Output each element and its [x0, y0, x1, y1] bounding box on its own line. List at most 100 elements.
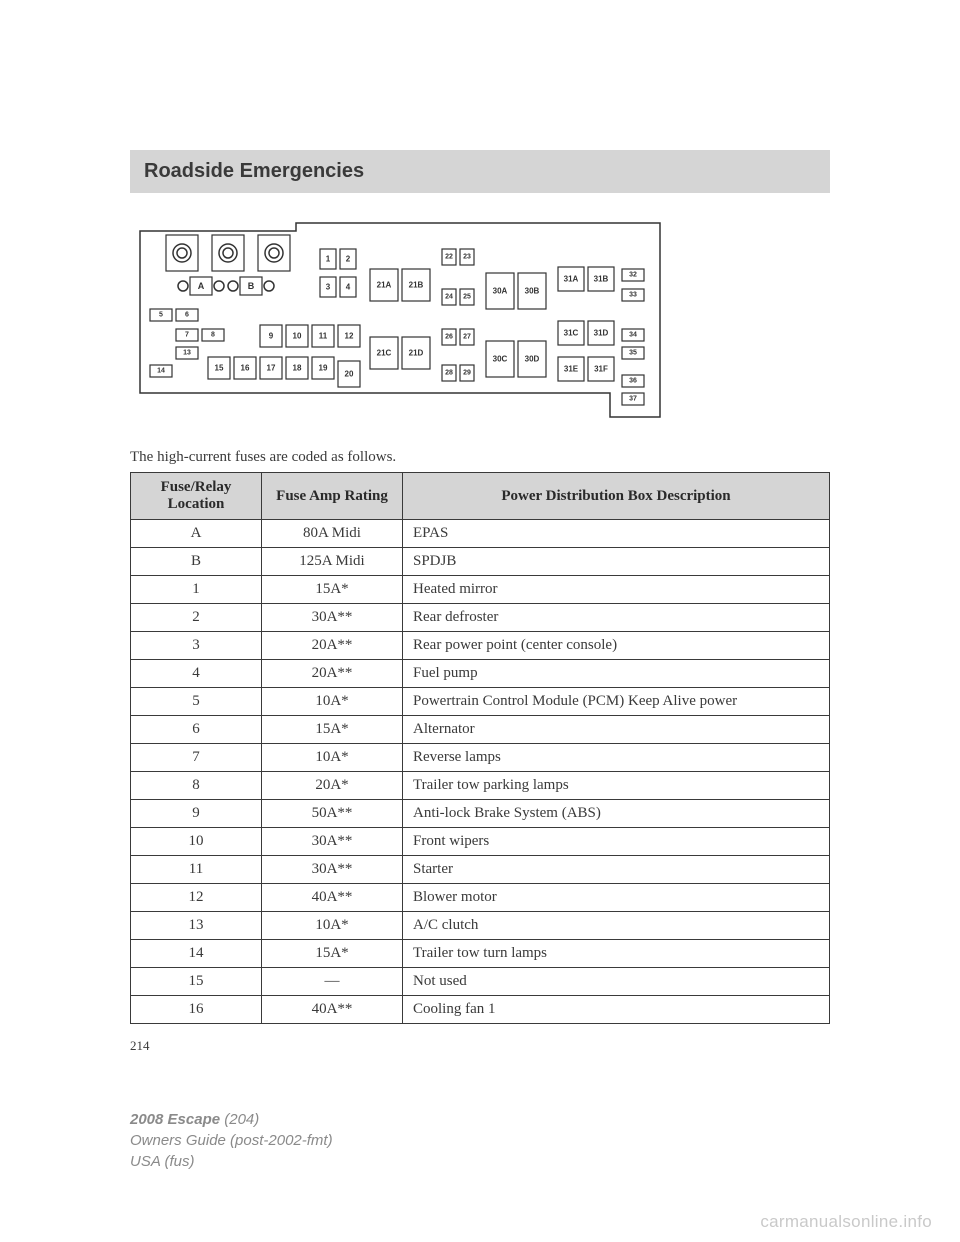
svg-text:30C: 30C [493, 355, 508, 364]
svg-text:4: 4 [346, 283, 351, 292]
cell-description: Alternator [403, 716, 830, 744]
table-row: 950A**Anti-lock Brake System (ABS) [131, 800, 830, 828]
svg-text:6: 6 [185, 312, 189, 319]
svg-text:14: 14 [157, 368, 165, 375]
cell-location: B [131, 548, 262, 576]
cell-rating: 50A** [262, 800, 403, 828]
cell-description: Heated mirror [403, 576, 830, 604]
cell-rating: 10A* [262, 688, 403, 716]
table-row: 230A**Rear defroster [131, 604, 830, 632]
cell-location: 16 [131, 996, 262, 1024]
cell-location: A [131, 520, 262, 548]
cell-location: 7 [131, 744, 262, 772]
svg-text:7: 7 [185, 332, 189, 339]
cell-location: 12 [131, 884, 262, 912]
svg-text:23: 23 [463, 254, 471, 261]
svg-text:31B: 31B [594, 275, 609, 284]
cell-location: 13 [131, 912, 262, 940]
cell-description: Blower motor [403, 884, 830, 912]
cell-rating: 20A* [262, 772, 403, 800]
cell-description: Not used [403, 968, 830, 996]
cell-location: 1 [131, 576, 262, 604]
svg-text:5: 5 [159, 312, 163, 319]
svg-text:30D: 30D [525, 355, 540, 364]
svg-text:8: 8 [211, 332, 215, 339]
table-row: 615A*Alternator [131, 716, 830, 744]
svg-text:B: B [248, 281, 255, 291]
svg-text:36: 36 [629, 378, 637, 385]
cell-rating: 10A* [262, 912, 403, 940]
svg-text:29: 29 [463, 370, 471, 377]
cell-rating: — [262, 968, 403, 996]
table-row: 820A*Trailer tow parking lamps [131, 772, 830, 800]
cell-rating: 40A** [262, 996, 403, 1024]
cell-description: Fuel pump [403, 660, 830, 688]
cell-location: 10 [131, 828, 262, 856]
svg-text:13: 13 [183, 350, 191, 357]
fuse-table: Fuse/Relay Location Fuse Amp Rating Powe… [130, 472, 830, 1024]
svg-text:22: 22 [445, 254, 453, 261]
watermark-text: carmanualsonline.info [760, 1212, 932, 1232]
table-row: B125A MidiSPDJB [131, 548, 830, 576]
svg-text:31C: 31C [564, 329, 579, 338]
svg-text:31F: 31F [594, 365, 608, 374]
col-header-location: Fuse/Relay Location [131, 473, 262, 520]
svg-text:15: 15 [215, 364, 224, 373]
svg-text:25: 25 [463, 294, 471, 301]
svg-text:A: A [198, 281, 205, 291]
col-header-rating: Fuse Amp Rating [262, 473, 403, 520]
table-row: 710A*Reverse lamps [131, 744, 830, 772]
svg-text:33: 33 [629, 292, 637, 299]
cell-location: 15 [131, 968, 262, 996]
footer-model: 2008 Escape [130, 1111, 220, 1128]
svg-text:21C: 21C [377, 349, 392, 358]
cell-rating: 15A* [262, 716, 403, 744]
svg-text:27: 27 [463, 334, 471, 341]
table-row: 1030A**Front wipers [131, 828, 830, 856]
cell-description: SPDJB [403, 548, 830, 576]
svg-text:12: 12 [345, 332, 354, 341]
footer-code: (204) [224, 1111, 259, 1128]
footer-line3: USA (fus) [130, 1151, 333, 1172]
svg-text:35: 35 [629, 350, 637, 357]
table-row: 1415A*Trailer tow turn lamps [131, 940, 830, 968]
svg-text:37: 37 [629, 396, 637, 403]
cell-rating: 30A** [262, 856, 403, 884]
cell-rating: 10A* [262, 744, 403, 772]
cell-rating: 80A Midi [262, 520, 403, 548]
footer-line1: 2008 Escape (204) [130, 1109, 333, 1130]
table-row: 1130A**Starter [131, 856, 830, 884]
cell-description: Front wipers [403, 828, 830, 856]
table-row: 115A*Heated mirror [131, 576, 830, 604]
cell-description: Trailer tow turn lamps [403, 940, 830, 968]
table-row: 510A*Powertrain Control Module (PCM) Kee… [131, 688, 830, 716]
cell-location: 5 [131, 688, 262, 716]
cell-rating: 40A** [262, 884, 403, 912]
svg-text:34: 34 [629, 332, 637, 339]
section-header: Roadside Emergencies [130, 150, 830, 193]
svg-text:28: 28 [445, 370, 453, 377]
cell-rating: 15A* [262, 940, 403, 968]
cell-description: Cooling fan 1 [403, 996, 830, 1024]
footer-block: 2008 Escape (204) Owners Guide (post-200… [130, 1109, 333, 1172]
cell-description: Anti-lock Brake System (ABS) [403, 800, 830, 828]
svg-text:20: 20 [345, 370, 354, 379]
cell-description: A/C clutch [403, 912, 830, 940]
footer-line2: Owners Guide (post-2002-fmt) [130, 1130, 333, 1151]
cell-description: Rear defroster [403, 604, 830, 632]
cell-location: 2 [131, 604, 262, 632]
svg-text:32: 32 [629, 272, 637, 279]
svg-text:16: 16 [241, 364, 250, 373]
cell-description: EPAS [403, 520, 830, 548]
svg-text:30B: 30B [525, 287, 540, 296]
cell-location: 3 [131, 632, 262, 660]
cell-description: Trailer tow parking lamps [403, 772, 830, 800]
cell-description: Rear power point (center console) [403, 632, 830, 660]
fuse-box-diagram: AB567813141234910111215161718192021A21B2… [130, 217, 830, 427]
cell-location: 9 [131, 800, 262, 828]
section-title: Roadside Emergencies [144, 160, 364, 182]
svg-text:24: 24 [445, 294, 453, 301]
svg-text:2: 2 [346, 255, 351, 264]
svg-text:30A: 30A [493, 287, 508, 296]
svg-text:17: 17 [267, 364, 276, 373]
